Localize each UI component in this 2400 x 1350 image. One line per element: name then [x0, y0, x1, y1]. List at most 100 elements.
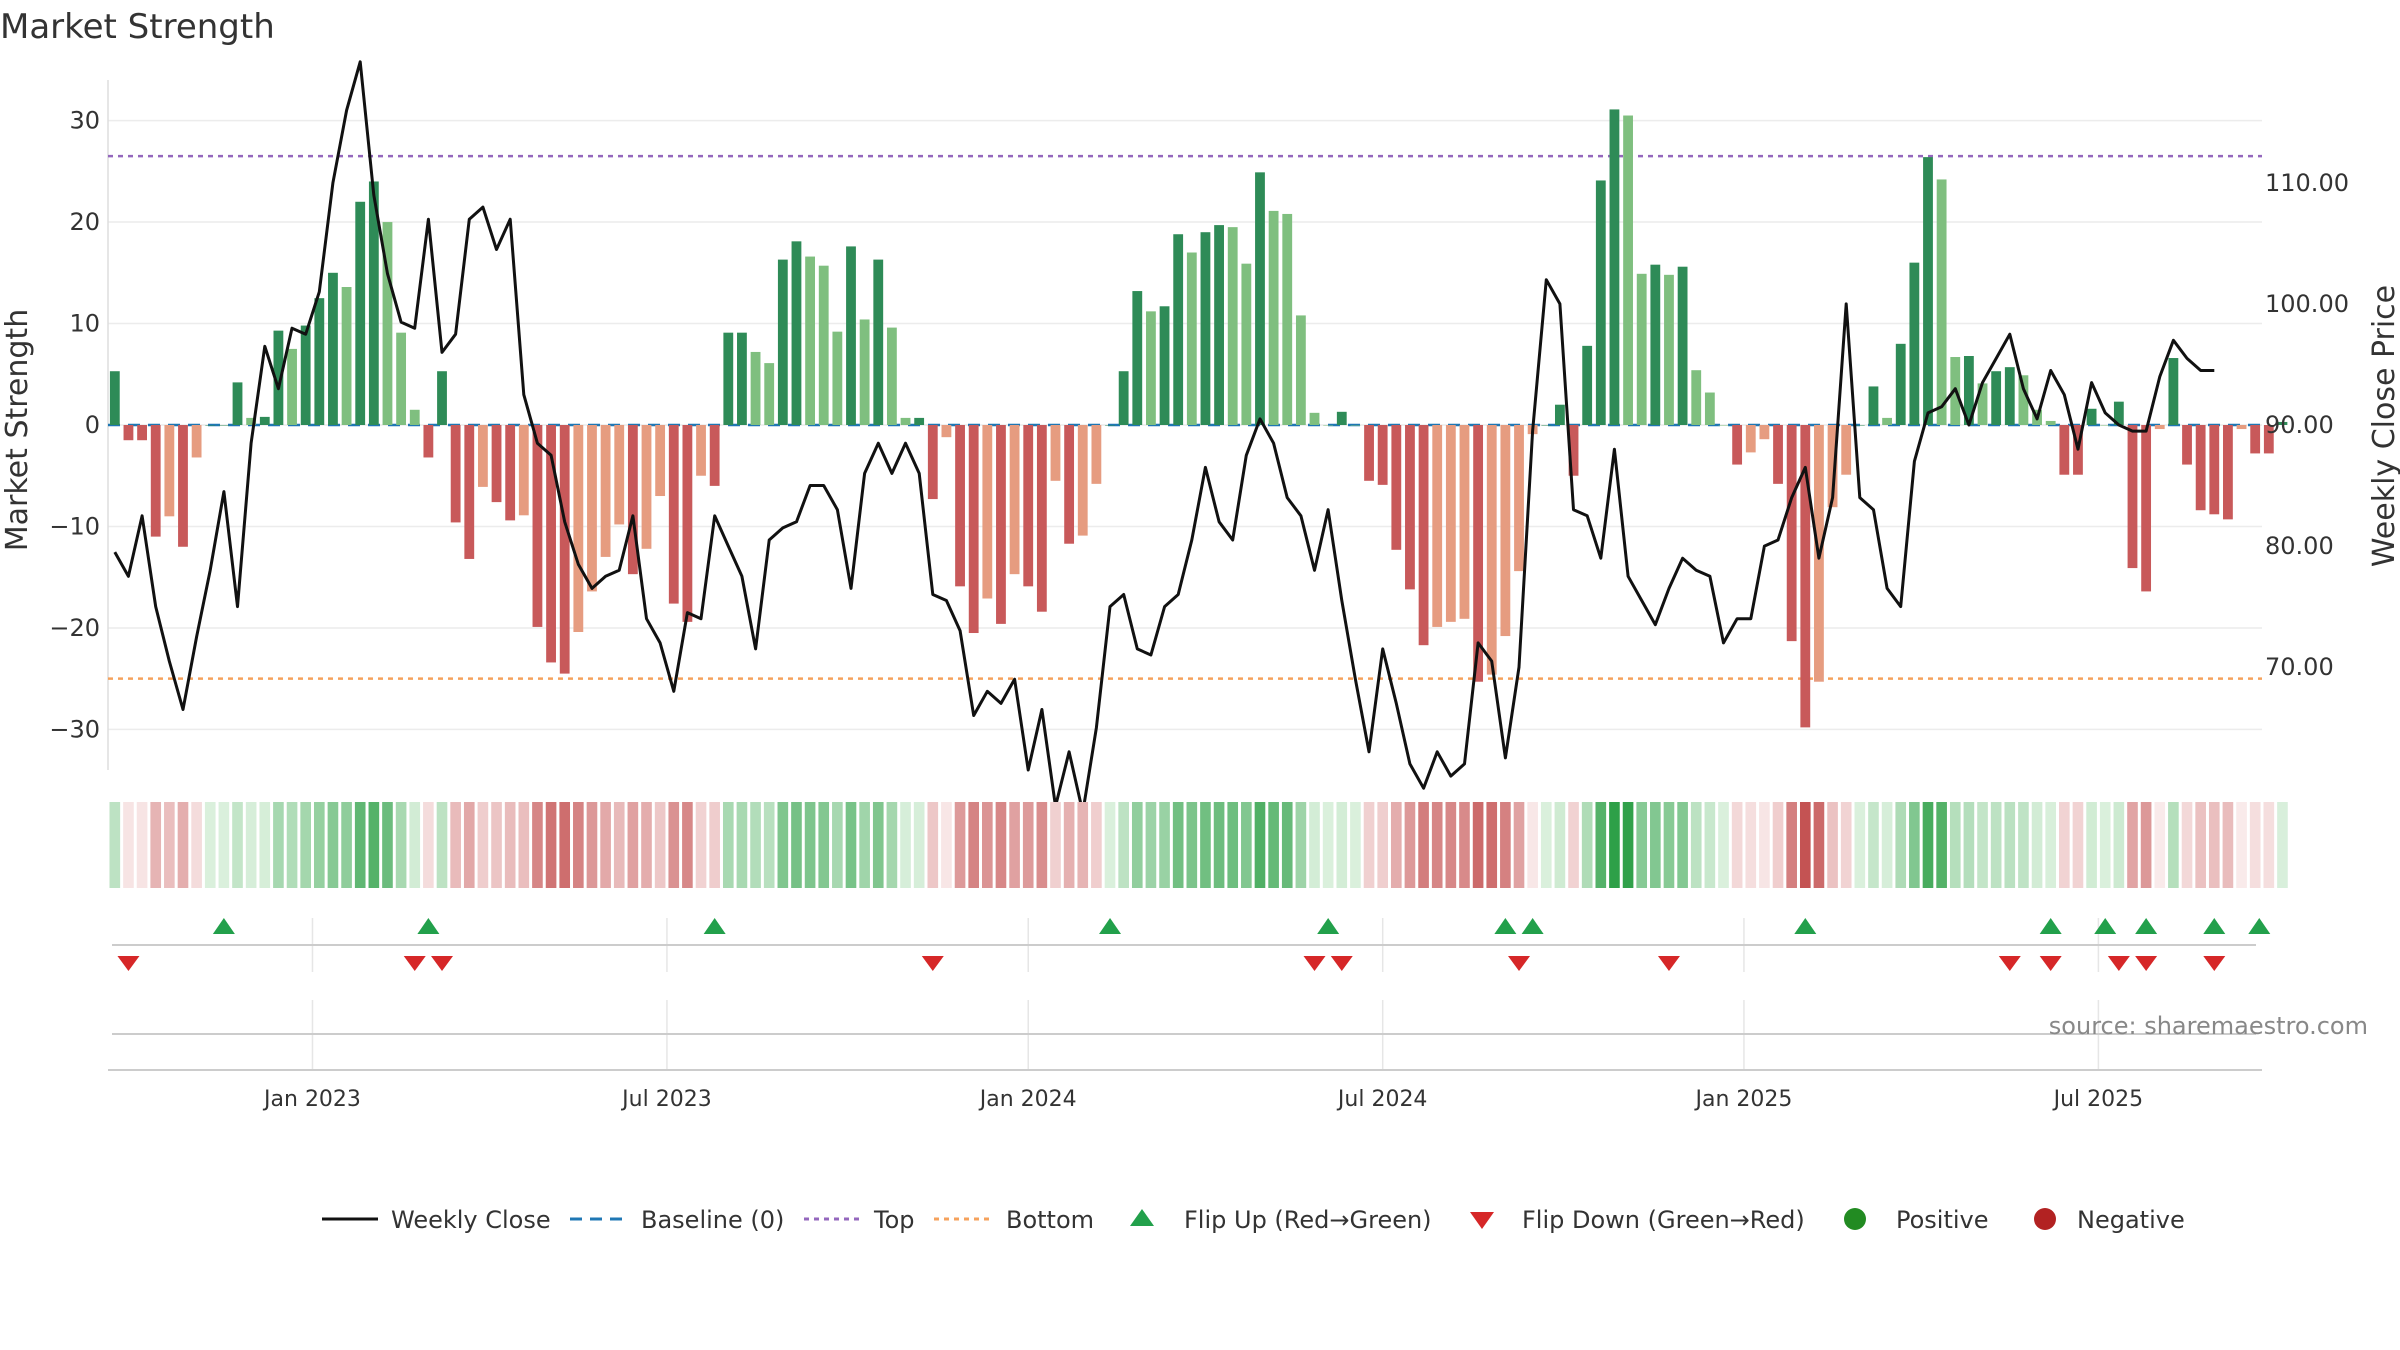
heat-cell [1963, 802, 1975, 888]
y-tick-label: 10 [69, 310, 100, 338]
heat-cell [1690, 802, 1702, 888]
heat-cell [518, 802, 530, 888]
heat-cell [2236, 802, 2247, 888]
strength-bar [1023, 425, 1034, 587]
heat-cell [491, 802, 502, 888]
strength-bar [287, 348, 297, 425]
strength-bar [1173, 234, 1184, 425]
heat-cell [1922, 802, 1934, 888]
heat-cell [450, 802, 461, 888]
strength-bar [914, 417, 925, 425]
strength-bar [1991, 371, 2002, 425]
strength-bar [2182, 425, 2192, 465]
heat-cell [1295, 802, 1307, 888]
strength-bar [518, 425, 529, 516]
heat-cell [818, 802, 830, 888]
heat-cell [1718, 802, 1729, 888]
legend-label: Positive [1896, 1206, 1989, 1234]
y2-tick-label: 90.00 [2265, 411, 2334, 439]
strength-bar [1732, 425, 1743, 465]
heat-cell [177, 802, 189, 888]
heat-cell [1663, 802, 1675, 888]
strength-bar [546, 425, 556, 663]
strength-bar [573, 425, 584, 632]
strength-bar [2141, 425, 2152, 592]
strength-bar [1132, 291, 1143, 425]
heat-cell [722, 802, 734, 888]
heat-cell [1336, 802, 1348, 888]
strength-bar [1282, 213, 1293, 425]
heat-cell [1636, 802, 1648, 888]
heat-cell [1731, 802, 1743, 888]
heat-cell [532, 802, 543, 888]
strength-bar [1514, 425, 1524, 572]
heat-cell [1172, 802, 1184, 888]
heat-cell [886, 802, 898, 888]
heat-cell [709, 802, 720, 888]
heat-cell [2113, 802, 2125, 888]
strength-bar [300, 325, 311, 425]
strength-bar [246, 417, 257, 425]
strength-bars [109, 109, 2288, 728]
flip-up-marker [1317, 918, 1340, 934]
strength-bar [1323, 425, 1334, 426]
strength-bar [627, 425, 638, 575]
heat-cell [2086, 802, 2097, 888]
heat-cell [1581, 802, 1593, 888]
strength-bar [723, 332, 734, 425]
heat-cell [1268, 802, 1279, 888]
strength-bar [996, 425, 1006, 624]
lower-panel [108, 1000, 2262, 1071]
strength-bar [396, 332, 407, 425]
strength-bar [532, 425, 543, 627]
heat-cell [1854, 802, 1866, 888]
strength-bar [1868, 386, 1879, 425]
heat-cell [1118, 802, 1129, 888]
strength-bar [1241, 263, 1252, 425]
heat-cell [245, 802, 257, 888]
heat-cell [1459, 802, 1470, 888]
strength-bar [2018, 375, 2029, 425]
heat-cell [1390, 802, 1402, 888]
flip-up-marker [1794, 918, 1817, 934]
strength-bar [137, 425, 147, 441]
strength-bar [178, 425, 188, 547]
heat-cell [1704, 802, 1716, 888]
heat-cell [1554, 802, 1566, 888]
strength-bar [1214, 225, 1224, 425]
heat-cell [1050, 802, 1061, 888]
legend-label: Weekly Close [391, 1206, 551, 1234]
y-tick-label: 30 [69, 107, 100, 135]
strength-bar [164, 425, 175, 517]
flip-up-marker [1521, 918, 1544, 934]
heat-cell [1186, 802, 1198, 888]
strength-bar [1268, 210, 1279, 425]
strength-bar [1773, 425, 1783, 484]
heat-cell [872, 802, 884, 888]
strength-bar [2209, 425, 2220, 515]
strength-bar [1759, 425, 1770, 440]
heat-cell [109, 802, 121, 888]
legend-label: Flip Up (Red→Green) [1184, 1206, 1432, 1234]
heat-cell [300, 802, 311, 888]
heat-cell [2018, 802, 2029, 888]
heat-cell [273, 802, 284, 888]
heat-cell [1949, 802, 1961, 888]
y2-tick-label: 110.00 [2265, 169, 2349, 197]
strength-bar [1405, 425, 1415, 590]
heat-cell [1486, 802, 1498, 888]
strength-bar [2004, 367, 2015, 425]
heat-cell [1404, 802, 1416, 888]
heat-cell [627, 802, 639, 888]
flip-up-marker [1494, 918, 1517, 934]
flip-down-marker [117, 956, 140, 971]
strength-bar [2195, 425, 2206, 511]
flip-down-marker [431, 956, 454, 971]
heat-cell [1595, 802, 1607, 888]
y2-tick-label: 80.00 [2265, 532, 2334, 560]
strength-bar [709, 425, 720, 486]
legend-label: Baseline (0) [641, 1206, 784, 1234]
strength-bar [273, 330, 284, 425]
strength-bar [614, 425, 625, 525]
